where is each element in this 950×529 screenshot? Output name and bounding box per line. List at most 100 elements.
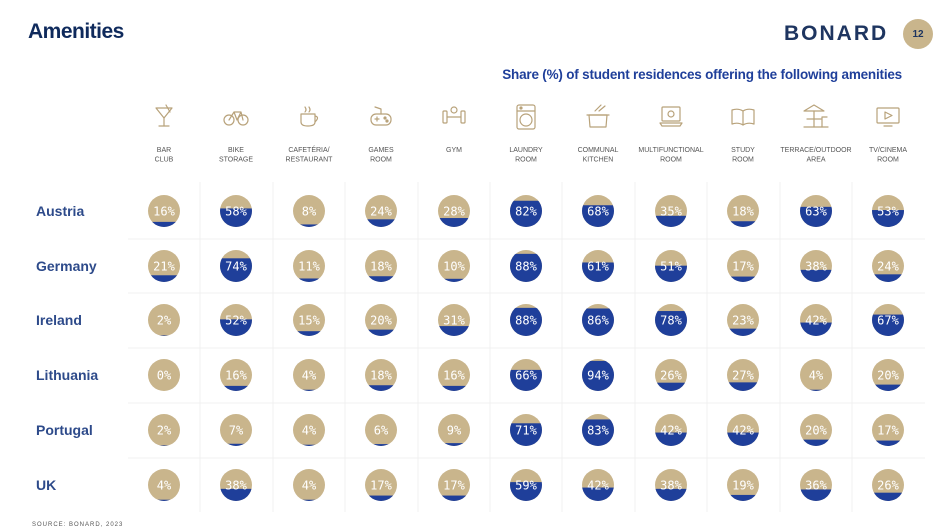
value-circle — [438, 359, 470, 391]
value-fill — [800, 389, 832, 391]
value-circle — [293, 250, 325, 282]
value-fill — [800, 206, 832, 227]
value-label: 20% — [805, 424, 827, 438]
value-label: 18% — [370, 260, 392, 274]
value-circle — [293, 469, 325, 501]
value-label: 66% — [515, 369, 537, 383]
value-circle — [220, 359, 252, 391]
value-fill — [872, 274, 904, 282]
value-fill — [438, 443, 470, 446]
column-label: ROOM — [515, 157, 537, 164]
row-label-country: Austria — [36, 203, 84, 219]
row-label-country: UK — [36, 477, 56, 493]
column-label: TERRACE/OUTDOOR — [780, 147, 851, 154]
value-label: 4% — [302, 424, 317, 438]
value-fill — [872, 210, 904, 227]
value-circle — [365, 304, 397, 336]
row-label-country: Lithuania — [36, 367, 98, 383]
value-label: 16% — [225, 369, 247, 383]
value-circle — [365, 250, 397, 282]
chart-title: Share (%) of student residences offering… — [502, 67, 902, 82]
value-label: 26% — [877, 479, 899, 493]
column-label: STORAGE — [219, 157, 253, 164]
value-label: 42% — [587, 479, 609, 493]
value-fill — [148, 275, 180, 282]
bicycle-icon — [223, 111, 249, 126]
dumbbell-icon — [442, 106, 466, 124]
value-circle — [148, 414, 180, 446]
value-fill — [148, 445, 180, 446]
value-circle — [438, 250, 470, 282]
value-label: 74% — [225, 260, 247, 274]
value-circle — [727, 250, 759, 282]
value-label: 0% — [157, 369, 172, 383]
laptop-icon — [659, 106, 683, 127]
value-circle — [365, 414, 397, 446]
value-fill — [220, 385, 252, 391]
value-fill — [148, 499, 180, 501]
value-label: 20% — [370, 314, 392, 328]
page-title: Amenities — [28, 20, 124, 43]
value-label: 6% — [374, 424, 389, 438]
cooking-pot-icon — [586, 104, 610, 128]
column-label: CAFETÉRIA/ — [288, 145, 329, 154]
value-fill — [148, 221, 180, 227]
value-fill — [220, 443, 252, 446]
value-fill — [800, 439, 832, 446]
value-label: 24% — [877, 260, 899, 274]
value-circle — [727, 304, 759, 336]
value-fill — [510, 482, 542, 501]
column-label: RESTAURANT — [286, 157, 334, 164]
value-fill — [365, 444, 397, 446]
column-label: ROOM — [732, 157, 754, 164]
value-fill — [582, 262, 614, 282]
value-circle — [148, 250, 180, 282]
value-fill — [727, 432, 759, 446]
value-fill — [800, 489, 832, 501]
value-label: 68% — [587, 205, 609, 219]
cocktail-icon — [155, 104, 173, 127]
value-fill — [510, 307, 542, 336]
value-label: 18% — [370, 369, 392, 383]
value-circle — [293, 414, 325, 446]
value-label: 8% — [302, 205, 317, 219]
value-circle — [800, 414, 832, 446]
value-label: 83% — [587, 424, 609, 438]
value-label: 38% — [225, 479, 247, 493]
value-fill — [655, 382, 687, 391]
value-label: 16% — [153, 205, 175, 219]
value-fill — [727, 221, 759, 227]
value-fill — [510, 200, 542, 227]
value-circle — [727, 195, 759, 227]
value-label: 7% — [229, 424, 244, 438]
brand-logo: BONARD — [784, 22, 889, 45]
value-fill — [438, 218, 470, 227]
value-circle — [727, 469, 759, 501]
column-label: ROOM — [370, 157, 392, 164]
value-fill — [582, 308, 614, 336]
play-screen-icon — [876, 107, 900, 127]
value-label: 4% — [302, 479, 317, 493]
value-label: 71% — [515, 424, 537, 438]
source-note: SOURCE: BONARD, 2023 — [32, 522, 124, 528]
value-label: 4% — [157, 479, 172, 493]
value-label: 42% — [660, 424, 682, 438]
value-label: 17% — [443, 479, 465, 493]
value-fill — [872, 440, 904, 446]
column-label: ROOM — [660, 157, 682, 164]
value-label: 24% — [370, 205, 392, 219]
value-label: 35% — [660, 205, 682, 219]
value-fill — [510, 253, 542, 282]
value-circle — [220, 414, 252, 446]
value-fill — [872, 314, 904, 336]
column-label: GAMES — [368, 147, 394, 154]
value-fill — [800, 322, 832, 336]
value-fill — [438, 278, 470, 282]
value-circle — [148, 469, 180, 501]
value-label: 28% — [443, 205, 465, 219]
value-fill — [582, 360, 614, 391]
value-fill — [293, 389, 325, 391]
washing-machine-icon — [516, 104, 536, 130]
value-fill — [293, 278, 325, 282]
value-label: 17% — [877, 424, 899, 438]
